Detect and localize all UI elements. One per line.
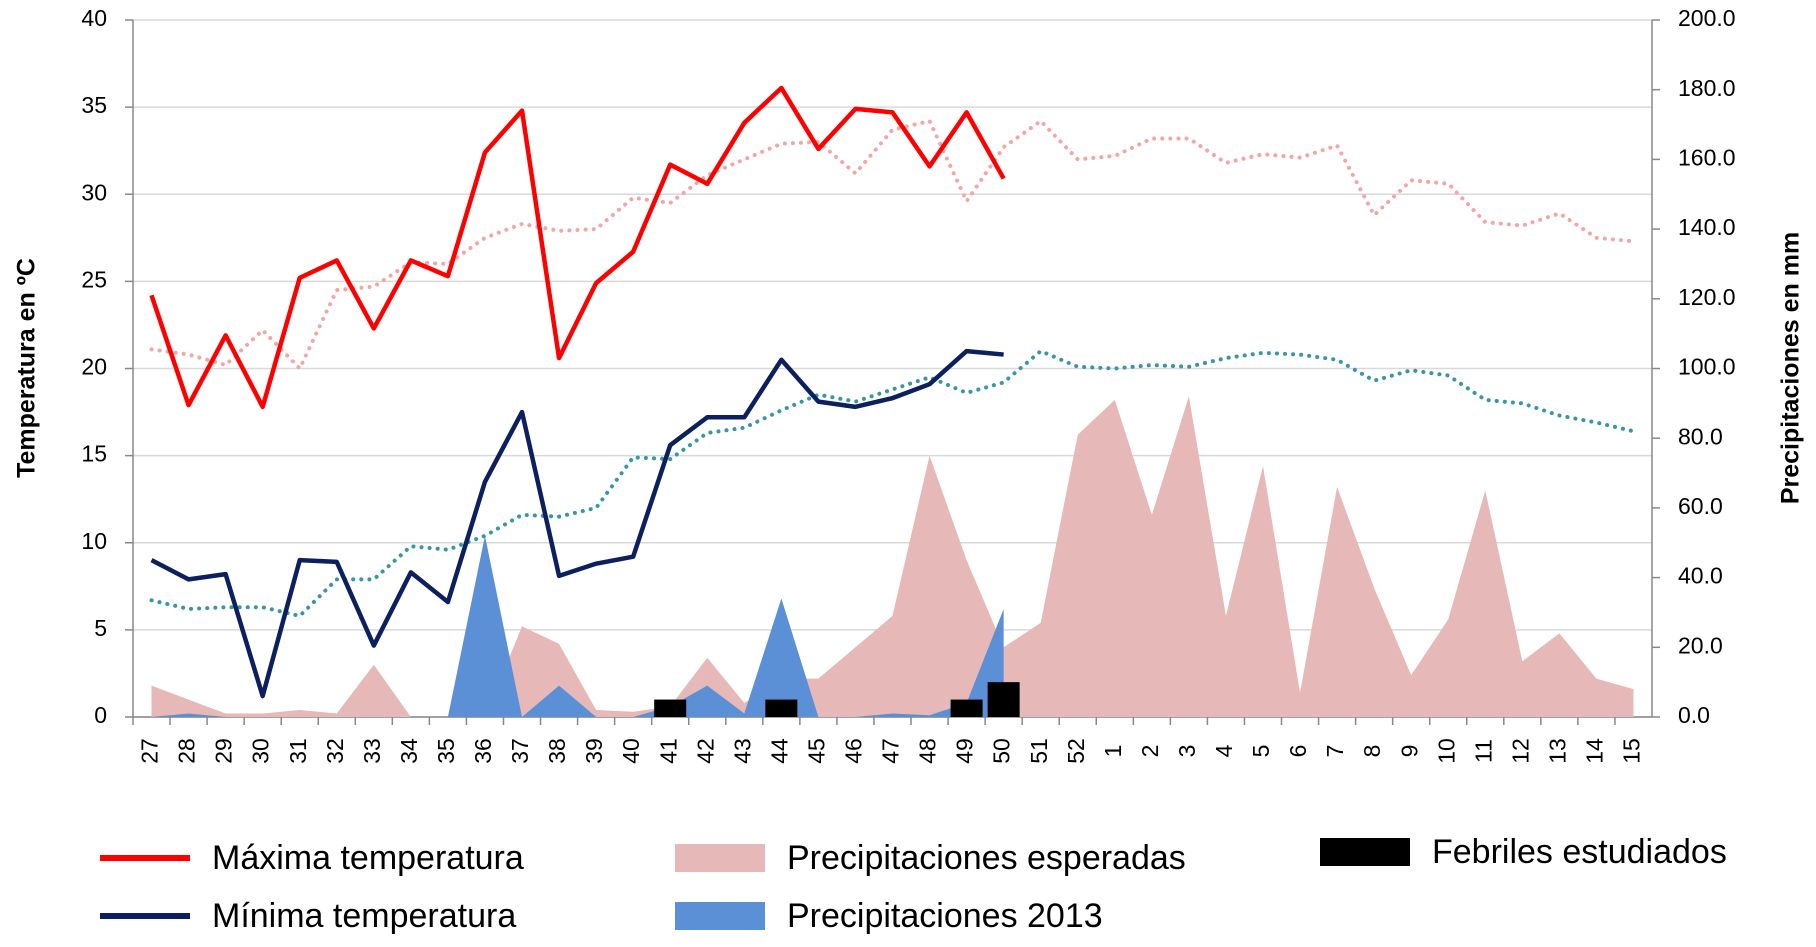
x-tick-label: 51: [1026, 738, 1052, 764]
y-tick-label: 10: [81, 528, 107, 554]
legend-label: Mínima temperatura: [212, 897, 516, 935]
dotted-line: [149, 119, 1636, 371]
x-tick-label: 11: [1470, 739, 1496, 763]
x-tick-label: 33: [359, 738, 385, 764]
y-tick-label: 0: [94, 702, 107, 728]
y2-tick-label: 120.0: [1678, 284, 1736, 310]
area: [151, 396, 1634, 717]
x-tick-label: 48: [915, 738, 941, 764]
x-tick-label: 47: [878, 738, 904, 764]
x-tick-label: 12: [1507, 738, 1533, 764]
bar: [987, 682, 1020, 717]
x-tick-label: 40: [618, 738, 644, 764]
x-tick-label: 6: [1285, 745, 1311, 758]
x-tick-label: 36: [470, 738, 496, 764]
x-tick-label: 46: [841, 738, 867, 764]
y2-tick-label: 60.0: [1678, 493, 1723, 519]
legend-label: Febriles estudiados: [1432, 833, 1727, 871]
y-tick-label: 30: [81, 179, 107, 205]
bar: [950, 699, 983, 717]
y2-tick-label: 180.0: [1678, 75, 1736, 101]
x-tick-label: 9: [1396, 745, 1422, 758]
x-tick-label: 43: [729, 738, 755, 764]
x-tick-label: 45: [803, 738, 829, 764]
y2-tick-label: 40.0: [1678, 563, 1723, 589]
x-tick-label: 39: [581, 738, 607, 764]
x-tick-label: 8: [1359, 745, 1385, 758]
x-tick-label: 13: [1544, 738, 1570, 764]
x-tick-label: 49: [952, 738, 978, 764]
x-tick-label: 31: [285, 738, 311, 764]
y2-tick-label: 200.0: [1678, 5, 1736, 31]
x-tick-label: 3: [1174, 745, 1200, 758]
x-tick-label: 34: [396, 738, 422, 764]
legend-swatch: [1320, 838, 1410, 866]
x-tick-label: 5: [1248, 745, 1274, 758]
line: [149, 85, 1006, 410]
x-tick-label: 38: [544, 738, 570, 764]
x-tick-label: 42: [692, 738, 718, 764]
x-tick-label: 27: [137, 738, 163, 764]
legend-label: Precipitaciones 2013: [787, 897, 1103, 935]
x-tick-label: 29: [211, 738, 237, 764]
x-tick-label: 30: [248, 738, 274, 764]
legend-label: Precipitaciones esperadas: [787, 839, 1186, 877]
x-tick-label: 10: [1433, 738, 1459, 764]
y2-tick-label: 100.0: [1678, 354, 1736, 380]
bar: [654, 699, 687, 717]
dotted-line: [149, 349, 1636, 618]
legend-label: Máxima temperatura: [212, 839, 524, 877]
x-tick-label: 14: [1582, 738, 1608, 764]
y2-axis-title: Precipitaciones en mm: [1777, 232, 1805, 504]
bar: [765, 699, 798, 717]
x-tick-label: 50: [989, 738, 1015, 764]
legend-swatch: [675, 902, 765, 930]
y-tick-label: 35: [81, 92, 107, 118]
y-axis-title: Temperatura en ºC: [13, 258, 41, 478]
y2-tick-label: 20.0: [1678, 632, 1723, 658]
y2-tick-label: 80.0: [1678, 423, 1723, 449]
y-tick-label: 40: [81, 5, 107, 31]
x-tick-label: 52: [1063, 738, 1089, 764]
line: [150, 348, 1004, 699]
x-tick-label: 41: [655, 738, 681, 764]
y-tick-label: 20: [81, 354, 107, 380]
legend-swatch: [675, 844, 765, 872]
x-tick-label: 2: [1137, 745, 1163, 758]
x-tick-label: 7: [1322, 745, 1348, 758]
area: [151, 535, 1004, 717]
y-tick-label: 5: [94, 615, 107, 641]
x-tick-label: 37: [507, 738, 533, 764]
x-tick-label: 35: [433, 738, 459, 764]
y-tick-label: 15: [81, 441, 107, 467]
x-tick-label: 44: [766, 738, 792, 764]
x-tick-label: 1: [1100, 745, 1126, 758]
legend: Precipitaciones esperadas Precipitaciones…: [100, 833, 1727, 935]
y2-tick-label: 0.0: [1678, 702, 1710, 728]
y2-tick-label: 160.0: [1678, 144, 1736, 170]
y2-tick-label: 140.0: [1678, 214, 1736, 240]
y-tick-label: 25: [81, 266, 107, 292]
x-tick-label: 32: [322, 738, 348, 764]
x-tick-label: 15: [1619, 738, 1645, 764]
x-tick-label: 28: [174, 738, 200, 764]
x-tick-label: 4: [1211, 744, 1237, 757]
